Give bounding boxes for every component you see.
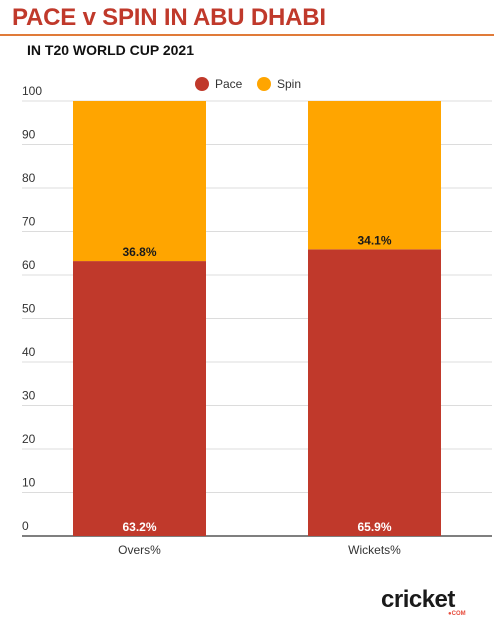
y-tick-label: 20 [22,432,36,446]
y-tick-label: 100 [22,84,42,98]
data-label: 65.9% [357,520,391,534]
chart-title: PACE v SPIN IN ABU DHABI [12,4,326,31]
y-tick-label: 30 [22,389,36,403]
x-tick-label: Overs% [118,543,161,557]
y-tick-label: 50 [22,302,36,316]
bar-spin [308,101,441,250]
legend: Pace Spin [195,77,301,91]
x-tick-label: Wickets% [348,543,401,557]
title-divider [0,34,494,36]
y-tick-label: 10 [22,476,36,490]
data-label: 34.1% [357,233,391,247]
x-tick-labels: Overs% Wickets% [118,543,401,557]
cricket-com-logo: cricket [381,586,455,614]
legend-label: Pace [215,77,243,91]
chart-subtitle: IN T20 WORLD CUP 2021 [27,42,195,58]
y-tick-label: 70 [22,215,36,229]
data-label: 36.8% [122,245,156,259]
y-tick-label: 40 [22,345,36,359]
bar-spin [73,101,206,262]
legend-swatch-pace [195,77,209,91]
logo-text: cricket [381,586,455,613]
y-tick-labels: 0 10 20 30 40 50 60 70 80 90 100 [22,84,42,533]
y-tick-label: 60 [22,258,36,272]
data-label: 63.2% [122,520,156,534]
legend-swatch-spin [257,77,271,91]
y-tick-label: 90 [22,128,36,142]
logo-subtext: ●COM [448,611,466,617]
y-tick-label: 80 [22,171,36,185]
legend-label: Spin [277,77,301,91]
y-tick-label: 0 [22,519,29,533]
bar-pace [73,261,206,536]
bars: 63.2% 36.8% 65.9% 34.1% [73,101,441,536]
bar-pace [308,249,441,536]
